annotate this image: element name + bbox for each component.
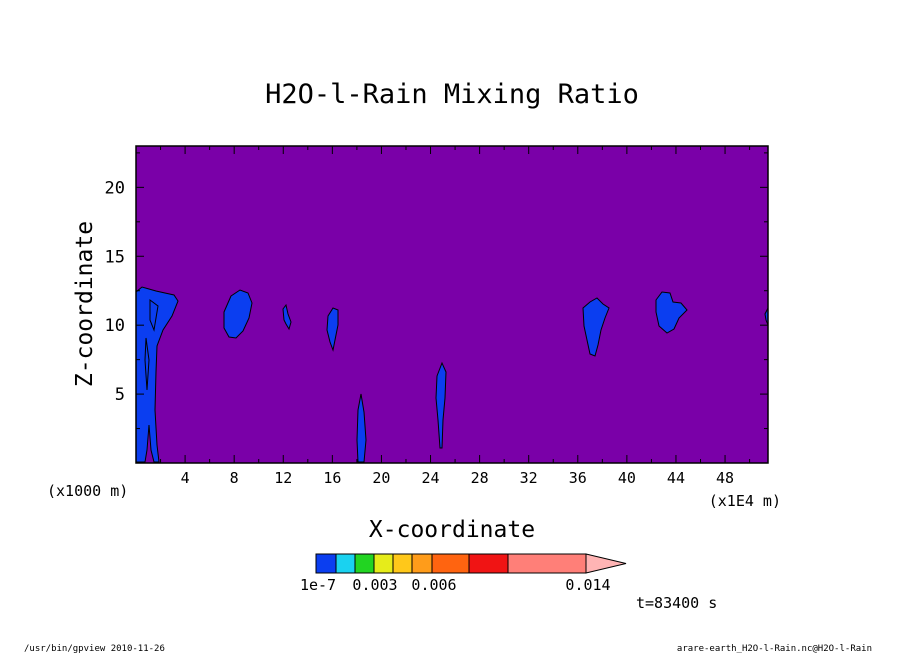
x-tick-label: 12 [274, 469, 292, 487]
colorbar-cell [315, 553, 337, 574]
feature-blob-37 [582, 297, 610, 357]
x-tick-label: 40 [618, 469, 636, 487]
y-tick-label: 10 [105, 316, 125, 336]
colorbar-label-1: 1e-7 [300, 576, 336, 594]
colorbar-cell [431, 553, 470, 574]
y-tick-label: 15 [105, 247, 125, 267]
colorbar-label-3: 0.006 [411, 576, 456, 594]
x-tick-label: 28 [471, 469, 489, 487]
feature-blob-12 [282, 303, 292, 331]
y-axis-ticks: 5 10 15 20 [105, 152, 768, 430]
x-tick-label: 44 [667, 469, 685, 487]
colorbar-cell [373, 553, 394, 574]
feature-blob-16 [326, 307, 339, 352]
x-tick-label: 4 [181, 469, 190, 487]
x-tick-label: 16 [323, 469, 341, 487]
footer-right: arare-earth_H2O-l-Rain.nc@H2O-l-Rain [677, 644, 872, 654]
colorbar-cell [354, 553, 375, 574]
colorbar-cell [468, 553, 509, 574]
colorbar-labels: 1e-7 0.003 0.006 0.014 [300, 576, 611, 594]
x-tick-label: 48 [716, 469, 734, 487]
feature-column-25 [435, 361, 447, 449]
colorbar-extend-arrow [585, 553, 627, 574]
colorbar-label-4: 0.014 [565, 576, 610, 594]
y-axis-label: Z-coordinate [72, 221, 98, 387]
colorbar-label-2: 0.003 [352, 576, 397, 594]
feature-left-column-core [144, 337, 150, 391]
colorbar [315, 553, 627, 574]
feature-left-column [135, 286, 179, 463]
chart-title: H2O-l-Rain Mixing Ratio [265, 79, 639, 110]
colorbar-cell [335, 553, 356, 574]
x-units-right: (x1E4 m) [709, 492, 781, 510]
feature-blob-8 [223, 289, 253, 339]
colorbar-cell [507, 553, 587, 574]
x-units-left: (x1000 m) [47, 482, 128, 500]
x-axis-label: X-coordinate [369, 517, 535, 543]
plot-frame [135, 145, 769, 464]
x-tick-label: 36 [569, 469, 587, 487]
feature-left-column-contour [149, 299, 159, 332]
feature-column-18 [356, 393, 367, 463]
y-tick-label: 5 [115, 385, 125, 405]
precip-features [135, 286, 769, 463]
time-label: t=83400 s [636, 594, 717, 612]
colorbar-cell [411, 553, 433, 574]
x-axis-ticks: 4 8 12 16 20 24 28 32 36 40 44 48 [160, 146, 751, 487]
x-tick-label: 32 [520, 469, 538, 487]
y-tick-label: 20 [105, 178, 125, 198]
x-tick-label: 20 [372, 469, 390, 487]
footer-left: /usr/bin/gpview 2010-11-26 [24, 644, 165, 654]
feature-blob-43 [655, 291, 688, 334]
x-tick-label: 24 [421, 469, 439, 487]
x-tick-label: 8 [230, 469, 239, 487]
colorbar-cell [392, 553, 413, 574]
